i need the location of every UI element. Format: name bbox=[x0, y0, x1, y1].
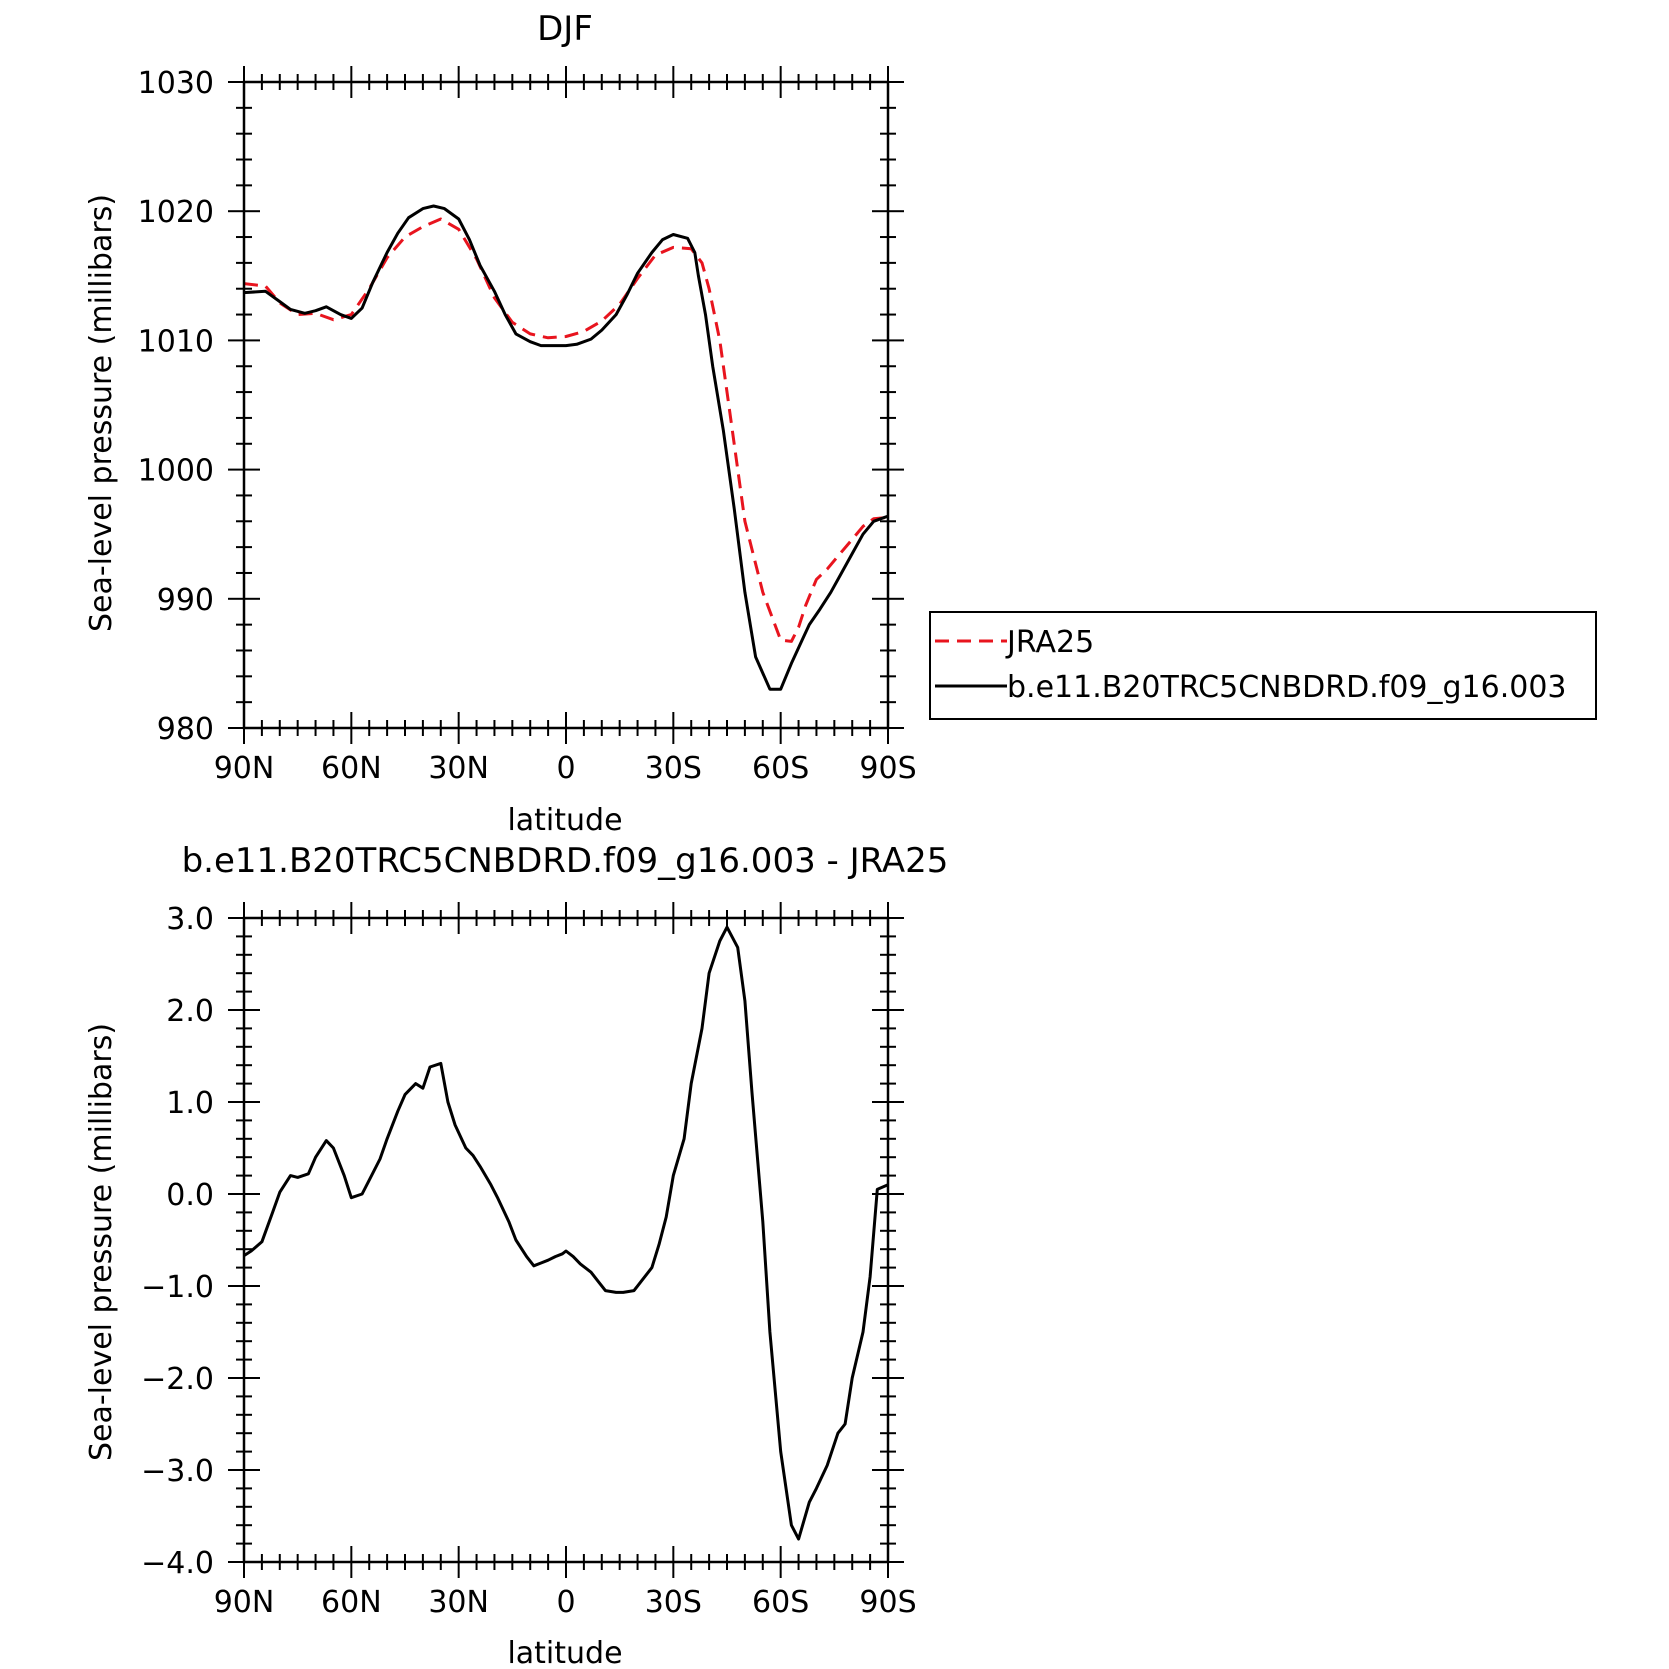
chart-2: b.e11.B20TRC5CNBDRD.f09_g16.003 - JRA25 … bbox=[84, 841, 948, 1669]
chart-2-tick-labels: 90N 60N 30N 0 30S 60S 90S −4.0 −3.0 −2.0 −1.0 0.0 1.… bbox=[141, 902, 916, 1620]
y-tick-label: −4.0 bbox=[141, 1546, 214, 1581]
chart-2-xlabel: latitude bbox=[507, 1636, 622, 1669]
y-tick-label: 1.0 bbox=[166, 1086, 214, 1121]
chart-1-legend: JRA25 b.e11.B20TRC5CNBDRD.f09_g16.003 bbox=[929, 611, 1597, 720]
x-tick-label: 30S bbox=[645, 1585, 702, 1620]
y-tick-label: 990 bbox=[157, 583, 214, 618]
x-tick-label: 90N bbox=[214, 751, 275, 786]
chart-1-xlabel: latitude bbox=[507, 803, 622, 838]
chart-2-ticks bbox=[228, 902, 904, 1578]
y-tick-label: 3.0 bbox=[166, 902, 214, 937]
chart-1-plot-area bbox=[244, 204, 888, 691]
x-tick-label: 60S bbox=[752, 1585, 809, 1620]
y-tick-label: 1000 bbox=[138, 454, 214, 489]
legend-label-jra25: JRA25 bbox=[1005, 625, 1094, 660]
x-tick-label: 30N bbox=[428, 1585, 489, 1620]
chart-1-ylabel: Sea-level pressure (millibars) bbox=[84, 194, 119, 632]
chart-1-series-group bbox=[244, 204, 888, 691]
x-tick-label: 60N bbox=[321, 751, 382, 786]
x-tick-label: 90N bbox=[214, 1585, 275, 1620]
x-tick-label: 0 bbox=[556, 1585, 575, 1620]
y-tick-label: 1020 bbox=[138, 195, 214, 230]
series-line-jra25 bbox=[244, 217, 888, 643]
chart-2-plot-area bbox=[244, 925, 888, 1541]
x-tick-label: 60S bbox=[752, 751, 809, 786]
y-tick-label: 980 bbox=[157, 712, 214, 747]
y-tick-label: −3.0 bbox=[141, 1454, 214, 1489]
y-tick-label: −1.0 bbox=[141, 1270, 214, 1305]
chart-1: DJF Sea-level pressure (millibars) latit… bbox=[84, 9, 1597, 838]
x-tick-label: 90S bbox=[859, 751, 916, 786]
y-tick-label: −2.0 bbox=[141, 1362, 214, 1397]
legend-box bbox=[929, 611, 1597, 720]
x-tick-label: 30S bbox=[645, 751, 702, 786]
series-line-b-e11-b20trc5cnbdrd-f09-g16-003 bbox=[244, 204, 888, 691]
series-line-difference bbox=[244, 925, 888, 1541]
x-tick-label: 60N bbox=[321, 1585, 382, 1620]
chart-1-frame bbox=[242, 80, 890, 730]
y-tick-label: 1010 bbox=[138, 324, 214, 359]
chart-2-frame bbox=[242, 916, 890, 1564]
x-tick-label: 30N bbox=[428, 751, 489, 786]
legend-label-model: b.e11.B20TRC5CNBDRD.f09_g16.003 bbox=[1007, 670, 1567, 705]
chart-2-series-group bbox=[244, 925, 888, 1541]
chart-2-title: b.e11.B20TRC5CNBDRD.f09_g16.003 - JRA25 bbox=[182, 841, 949, 881]
chart-1-title: DJF bbox=[537, 9, 593, 49]
x-tick-label: 0 bbox=[556, 751, 575, 786]
y-tick-label: 2.0 bbox=[166, 994, 214, 1029]
chart-2-ylabel: Sea-level pressure (millibars) bbox=[84, 1023, 119, 1461]
y-tick-label: 0.0 bbox=[166, 1178, 214, 1213]
chart-1-tick-labels: 90N 60N 30N 0 30S 60S 90S 980 990 1000 1010 1020 103… bbox=[138, 66, 917, 786]
x-tick-label: 90S bbox=[859, 1585, 916, 1620]
y-tick-label: 1030 bbox=[138, 66, 214, 101]
